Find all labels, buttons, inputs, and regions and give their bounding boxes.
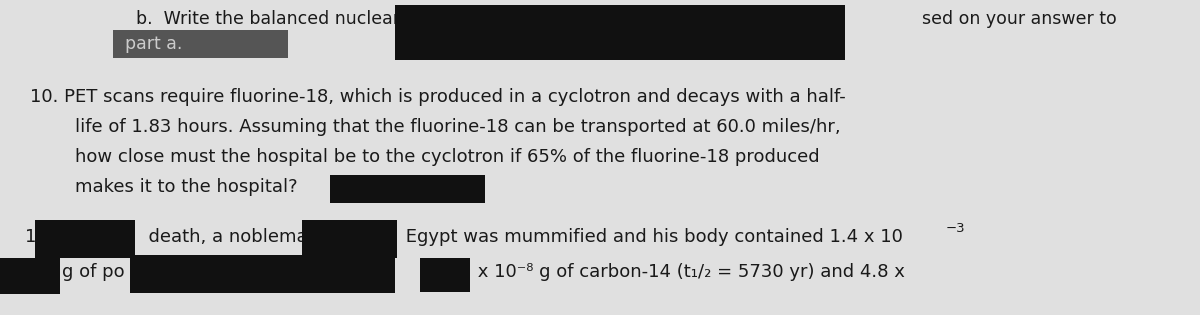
Text: life of 1.83 hours. Assuming that the fluorine-18 can be transported at 60.0 mil: life of 1.83 hours. Assuming that the fl… xyxy=(74,118,841,136)
Text: g of po: g of po xyxy=(62,263,125,281)
Text: 10. PET scans require fluorine-18, which is produced in a cyclotron and decays w: 10. PET scans require fluorine-18, which… xyxy=(30,88,846,106)
Text: makes it to the hospital?: makes it to the hospital? xyxy=(74,178,298,196)
Text: part a.: part a. xyxy=(125,35,182,53)
Text: Egypt was mummified and his body contained 1.4 x 10: Egypt was mummified and his body contain… xyxy=(400,228,902,246)
Text: x 10⁻⁸ g of carbon-14 (t₁/₂ = 5730 yr) and 4.8 x: x 10⁻⁸ g of carbon-14 (t₁/₂ = 5730 yr) a… xyxy=(472,263,905,281)
Bar xyxy=(0,258,60,294)
Text: b.  Write the balanced nuclear reaction for each nuclide: b. Write the balanced nuclear reaction f… xyxy=(136,10,623,28)
Bar xyxy=(113,30,288,58)
Bar xyxy=(35,220,134,258)
Bar xyxy=(420,258,470,292)
Text: 1: 1 xyxy=(25,228,36,246)
Bar xyxy=(395,5,845,60)
Text: death, a nobleman in: death, a nobleman in xyxy=(137,228,341,246)
Bar xyxy=(330,175,485,203)
Text: −3: −3 xyxy=(946,222,966,235)
Text: how close must the hospital be to the cyclotron if 65% of the fluorine-18 produc: how close must the hospital be to the cy… xyxy=(74,148,820,166)
Text: sed on your answer to: sed on your answer to xyxy=(922,10,1116,28)
Bar xyxy=(302,220,397,258)
Bar xyxy=(130,255,395,293)
